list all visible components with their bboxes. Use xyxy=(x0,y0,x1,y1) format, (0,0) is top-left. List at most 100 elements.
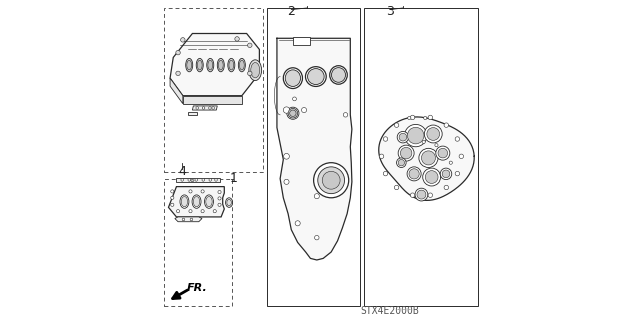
Bar xyxy=(164,8,262,172)
Circle shape xyxy=(436,146,450,160)
Ellipse shape xyxy=(290,110,296,116)
Ellipse shape xyxy=(193,197,200,207)
Circle shape xyxy=(176,50,180,55)
Circle shape xyxy=(422,140,425,144)
Circle shape xyxy=(383,137,388,141)
Circle shape xyxy=(284,153,289,159)
Text: FR.: FR. xyxy=(187,284,207,293)
Circle shape xyxy=(410,193,415,197)
Circle shape xyxy=(438,148,447,158)
Circle shape xyxy=(190,218,193,221)
Ellipse shape xyxy=(218,60,223,70)
Circle shape xyxy=(343,113,348,117)
Circle shape xyxy=(292,97,296,101)
Ellipse shape xyxy=(239,60,244,70)
Ellipse shape xyxy=(180,195,189,208)
Circle shape xyxy=(417,190,426,199)
Ellipse shape xyxy=(305,67,326,86)
Circle shape xyxy=(427,128,440,140)
Circle shape xyxy=(189,210,192,213)
Polygon shape xyxy=(177,178,220,182)
Circle shape xyxy=(459,154,463,159)
Circle shape xyxy=(397,131,409,143)
Polygon shape xyxy=(170,33,259,96)
Circle shape xyxy=(422,168,440,186)
Circle shape xyxy=(201,210,204,213)
Circle shape xyxy=(428,115,433,120)
Text: 4: 4 xyxy=(179,165,186,178)
Circle shape xyxy=(455,171,460,176)
Circle shape xyxy=(314,194,319,199)
Ellipse shape xyxy=(308,69,324,85)
Ellipse shape xyxy=(206,197,212,207)
Ellipse shape xyxy=(229,60,234,70)
Ellipse shape xyxy=(196,58,204,72)
Circle shape xyxy=(196,107,198,109)
Circle shape xyxy=(209,179,212,181)
Ellipse shape xyxy=(287,107,299,119)
Circle shape xyxy=(404,124,427,147)
Circle shape xyxy=(440,168,452,180)
Circle shape xyxy=(218,203,221,206)
Ellipse shape xyxy=(207,58,214,72)
Polygon shape xyxy=(168,187,224,217)
Circle shape xyxy=(212,107,214,109)
Text: 2: 2 xyxy=(287,5,295,18)
Circle shape xyxy=(408,127,424,144)
Circle shape xyxy=(455,137,460,141)
Bar xyxy=(364,8,478,306)
Ellipse shape xyxy=(197,60,202,70)
Circle shape xyxy=(295,221,300,226)
Circle shape xyxy=(398,160,404,166)
Ellipse shape xyxy=(238,58,245,72)
Circle shape xyxy=(322,171,340,189)
Circle shape xyxy=(201,190,204,193)
Ellipse shape xyxy=(208,60,212,70)
Circle shape xyxy=(394,123,399,127)
Circle shape xyxy=(189,190,192,193)
Circle shape xyxy=(397,158,406,167)
Polygon shape xyxy=(188,112,197,115)
Circle shape xyxy=(424,125,442,143)
Circle shape xyxy=(202,107,205,109)
Circle shape xyxy=(218,190,221,194)
Circle shape xyxy=(422,151,435,165)
Polygon shape xyxy=(183,96,242,104)
Circle shape xyxy=(215,179,218,181)
Circle shape xyxy=(284,179,289,184)
Circle shape xyxy=(318,167,344,194)
Circle shape xyxy=(428,193,433,197)
Bar xyxy=(268,8,360,306)
Ellipse shape xyxy=(192,195,201,208)
Circle shape xyxy=(444,185,449,190)
Ellipse shape xyxy=(288,108,298,118)
Circle shape xyxy=(415,188,428,201)
Ellipse shape xyxy=(191,180,194,182)
Circle shape xyxy=(301,108,307,113)
Circle shape xyxy=(409,169,419,179)
Ellipse shape xyxy=(289,109,298,118)
Circle shape xyxy=(180,38,185,42)
Text: 1: 1 xyxy=(229,172,237,184)
Polygon shape xyxy=(277,38,352,260)
Polygon shape xyxy=(193,106,218,110)
Text: 3: 3 xyxy=(387,5,394,18)
Polygon shape xyxy=(175,217,202,222)
Circle shape xyxy=(177,210,180,213)
Circle shape xyxy=(398,145,414,161)
Circle shape xyxy=(419,148,438,167)
Ellipse shape xyxy=(187,60,191,70)
Circle shape xyxy=(380,154,384,159)
Ellipse shape xyxy=(181,197,188,207)
Ellipse shape xyxy=(332,68,346,82)
Circle shape xyxy=(408,116,411,120)
Circle shape xyxy=(284,107,290,113)
Circle shape xyxy=(248,71,252,76)
Circle shape xyxy=(410,115,415,120)
Circle shape xyxy=(407,167,421,181)
Circle shape xyxy=(176,71,180,76)
Circle shape xyxy=(171,196,174,199)
Circle shape xyxy=(171,190,174,193)
Circle shape xyxy=(235,37,239,41)
Ellipse shape xyxy=(225,198,232,207)
